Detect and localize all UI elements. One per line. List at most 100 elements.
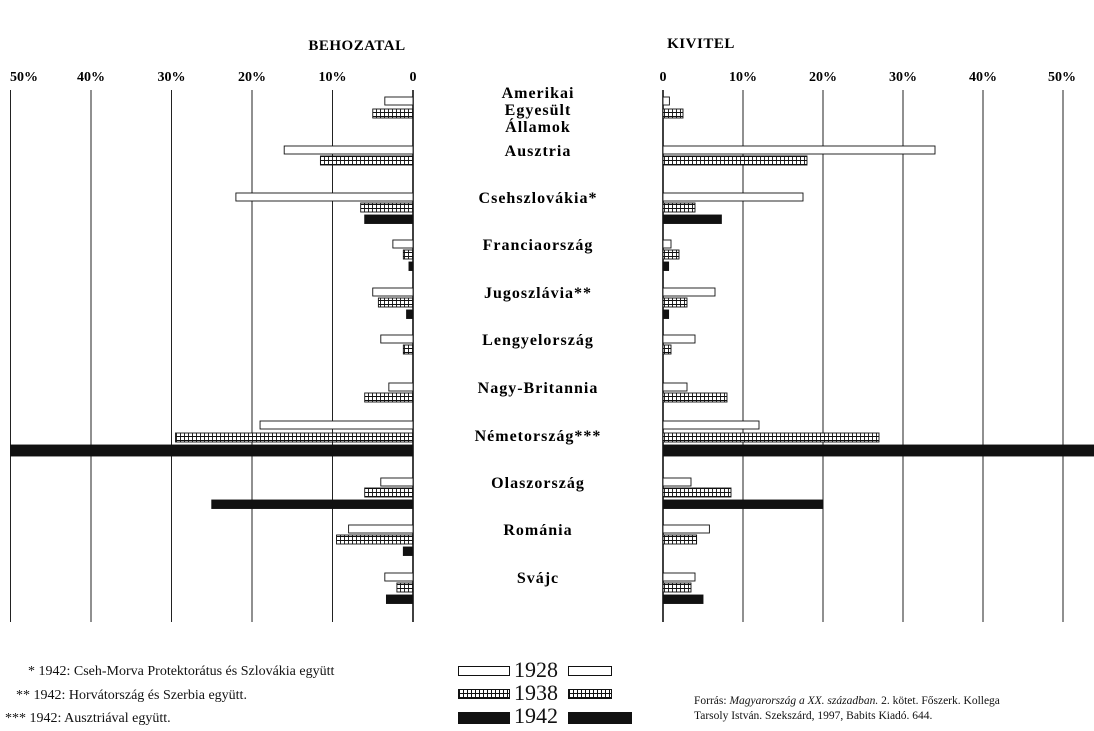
tick-left-30: 30% [158, 70, 186, 85]
bar-export-1928-6 [662, 382, 688, 392]
legend-swatch-1928-right [568, 666, 612, 676]
bar-export-1928-0 [662, 96, 670, 106]
bar-export-1928-1 [662, 145, 936, 155]
category-label-7: Németország*** [475, 428, 602, 445]
category-label-8: Olaszország [491, 475, 585, 492]
bar-import-1942-8 [211, 499, 414, 509]
bar-export-1928-9 [662, 524, 710, 534]
legend-label-1928: 1928 [514, 657, 558, 682]
bar-export-1942-8 [662, 499, 824, 509]
bar-import-1938-4 [377, 297, 414, 308]
category-label-3: Franciaország [483, 237, 594, 254]
footnote-2: ** 1942: Horvátország és Szerbia együtt. [16, 688, 247, 703]
bar-import-1942-10 [385, 594, 414, 604]
bar-import-1938-6 [364, 392, 414, 403]
source-book: Magyarország a XX. században. [729, 695, 879, 707]
category-label-9: Románia [503, 522, 572, 539]
bar-export-1938-2 [662, 202, 696, 213]
bar-export-1928-3 [662, 239, 672, 249]
bar-import-1928-5 [380, 334, 414, 344]
tick-right-30: 30% [889, 70, 917, 85]
bar-export-1928-10 [662, 572, 696, 582]
bar-import-1928-2 [235, 192, 414, 202]
bar-export-1938-0 [662, 108, 684, 119]
source-rest: 2. kötet. Főszerk. Kollega [878, 695, 1000, 707]
bar-export-1938-4 [662, 297, 688, 308]
bar-import-1928-1 [283, 145, 414, 155]
bar-import-1938-10 [396, 582, 414, 593]
bar-import-1928-10 [384, 572, 414, 582]
category-label-0-2: Államok [505, 117, 571, 136]
bars [10, 96, 1094, 604]
bar-import-1938-2 [360, 202, 414, 213]
bar-export-1938-1 [662, 155, 808, 166]
source-prefix: Forrás: [694, 695, 730, 707]
tick-right-10: 10% [729, 70, 757, 85]
bar-import-1928-8 [380, 477, 414, 487]
bar-export-1928-4 [662, 287, 716, 297]
bar-import-1942-4 [406, 309, 414, 319]
source-note: Forrás: Magyarország a XX. században. 2.… [694, 694, 1000, 724]
bar-export-1938-5 [662, 344, 672, 355]
tick-left-40: 40% [77, 70, 105, 85]
bar-import-1942-3 [408, 261, 414, 271]
tick-left-0: 0 [410, 70, 417, 85]
tick-right-20: 20% [809, 70, 837, 85]
tick-left-10: 10% [319, 70, 347, 85]
source-line-2: Tarsoly István. Szekszárd, 1997, Babits … [694, 710, 933, 722]
legend-swatch-1938-left [458, 689, 510, 699]
category-label-0-1: Egyesült [505, 102, 572, 119]
category-label-0-0: Amerikai [502, 85, 575, 102]
bar-import-1938-5 [402, 344, 414, 355]
bar-import-1928-4 [372, 287, 414, 297]
category-label-2: Csehszlovákia* [479, 190, 598, 207]
bar-export-1928-8 [662, 477, 692, 487]
tick-left-20: 20% [238, 70, 266, 85]
bar-import-1928-0 [384, 96, 414, 106]
legend-swatch-1928-left [458, 666, 510, 676]
tick-right-0: 0 [660, 70, 667, 85]
bar-export-1942-2 [662, 214, 722, 224]
legend-swatch-1942-right [568, 712, 632, 724]
bar-export-1942-7 [662, 444, 1094, 457]
bar-export-1938-10 [662, 582, 692, 593]
bar-import-1938-9 [336, 534, 414, 545]
bar-import-1928-7 [259, 420, 414, 430]
bar-export-1928-7 [662, 420, 760, 430]
import-title: BEHOZATAL [308, 38, 405, 54]
tick-right-40: 40% [969, 70, 997, 85]
category-label-10: Svájc [517, 570, 559, 587]
category-label-6: Nagy-Britannia [478, 380, 599, 397]
tick-left-50: 50% [10, 70, 38, 85]
bar-export-1942-4 [662, 309, 670, 319]
bar-import-1938-7 [175, 432, 414, 443]
bar-import-1928-9 [348, 524, 414, 534]
bar-import-1928-6 [388, 382, 414, 392]
category-label-1: Ausztria [505, 143, 572, 160]
bar-import-1942-2 [364, 214, 414, 224]
legend-swatch-1942-left [458, 712, 510, 724]
bar-import-1938-8 [364, 487, 414, 498]
bar-export-1942-3 [662, 261, 670, 271]
bar-export-1938-9 [662, 534, 698, 545]
bar-import-1942-9 [402, 546, 414, 556]
legend-label-1938: 1938 [514, 680, 558, 705]
legend-label-1942: 1942 [514, 703, 558, 728]
bar-import-1942-7 [10, 444, 414, 457]
gridlines [10, 90, 1064, 622]
bar-export-1938-7 [662, 432, 880, 443]
bar-export-1928-5 [662, 334, 696, 344]
bar-import-1938-3 [402, 249, 414, 260]
tick-right-50: 50% [1048, 70, 1076, 85]
footnote-1: * 1942: Cseh-Morva Protektorátus és Szlo… [28, 664, 335, 679]
bar-import-1938-1 [319, 155, 414, 166]
bar-import-1928-3 [392, 239, 414, 249]
bar-export-1942-10 [662, 594, 704, 604]
bar-export-1938-6 [662, 392, 728, 403]
bar-export-1938-3 [662, 249, 680, 260]
legend-swatch-1938-right [568, 689, 612, 699]
bar-import-1938-0 [372, 108, 414, 119]
axis-ticks: 50% 40% 30% 20% 10% 0 0 10% 20% 30% 40% 50% [10, 70, 1076, 85]
